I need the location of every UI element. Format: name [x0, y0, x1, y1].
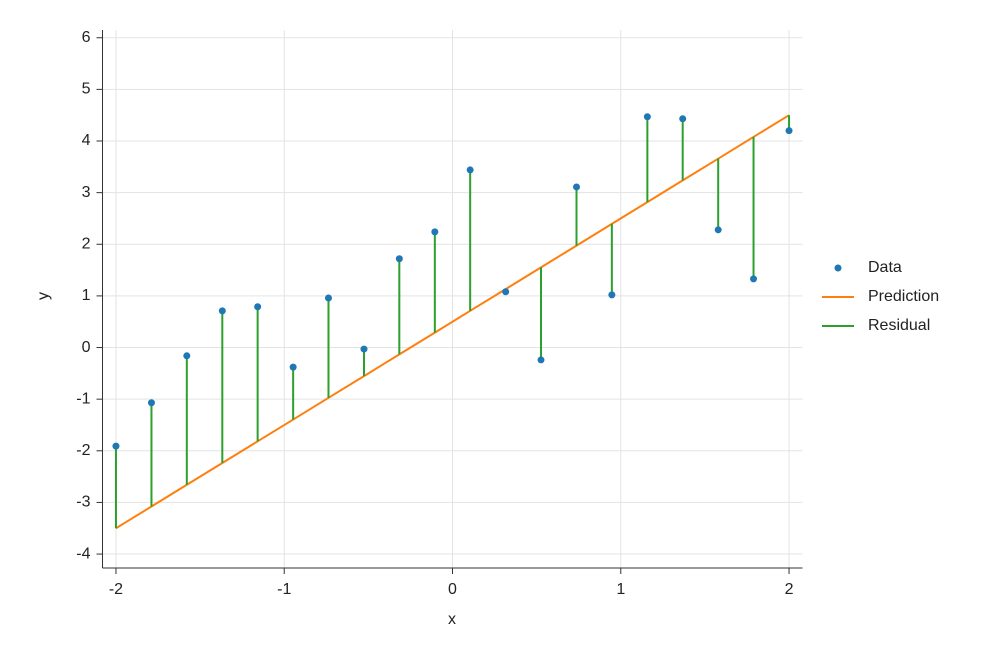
data-point	[573, 183, 581, 191]
y-tick-label: -2	[76, 442, 90, 459]
data-point	[112, 442, 120, 450]
data-point	[608, 291, 616, 299]
y-tick-label: -4	[76, 545, 90, 562]
legend-label: Prediction	[868, 288, 939, 305]
data-point	[395, 255, 403, 263]
y-tick-label: 1	[82, 287, 91, 304]
y-tick-label: 4	[82, 132, 91, 149]
y-tick-label: 6	[82, 29, 91, 46]
x-tick-label: 2	[785, 581, 794, 598]
data-point	[289, 363, 297, 371]
data-point	[466, 166, 474, 174]
data-point	[785, 127, 793, 135]
data-point	[360, 345, 368, 353]
data-point	[147, 399, 155, 407]
data-point	[502, 288, 510, 296]
data-point	[537, 356, 545, 364]
y-tick-label: 2	[82, 235, 91, 252]
y-tick-label: -1	[76, 390, 90, 407]
legend-label: Residual	[868, 317, 930, 334]
data-point	[643, 113, 651, 121]
y-tick-label: 0	[82, 339, 91, 356]
y-axis-label: y	[35, 292, 52, 300]
x-tick-label: -1	[277, 581, 291, 598]
data-point	[218, 307, 226, 315]
legend-marker	[834, 264, 842, 272]
y-tick-label: 3	[82, 184, 91, 201]
data-point	[679, 115, 687, 123]
legend-label: Data	[868, 259, 902, 276]
data-point	[714, 226, 722, 234]
x-tick-label: -2	[109, 581, 123, 598]
y-tick-label: -3	[76, 494, 90, 511]
prediction-line	[115, 114, 790, 530]
y-tick-label: 5	[82, 81, 91, 98]
x-tick-label: 0	[448, 581, 457, 598]
data-point	[750, 275, 758, 283]
data-point	[431, 228, 439, 236]
data-point	[324, 294, 332, 302]
x-tick-label: 1	[616, 581, 625, 598]
data-point	[254, 303, 262, 311]
data-point	[183, 352, 191, 360]
x-axis-label: x	[448, 611, 456, 628]
